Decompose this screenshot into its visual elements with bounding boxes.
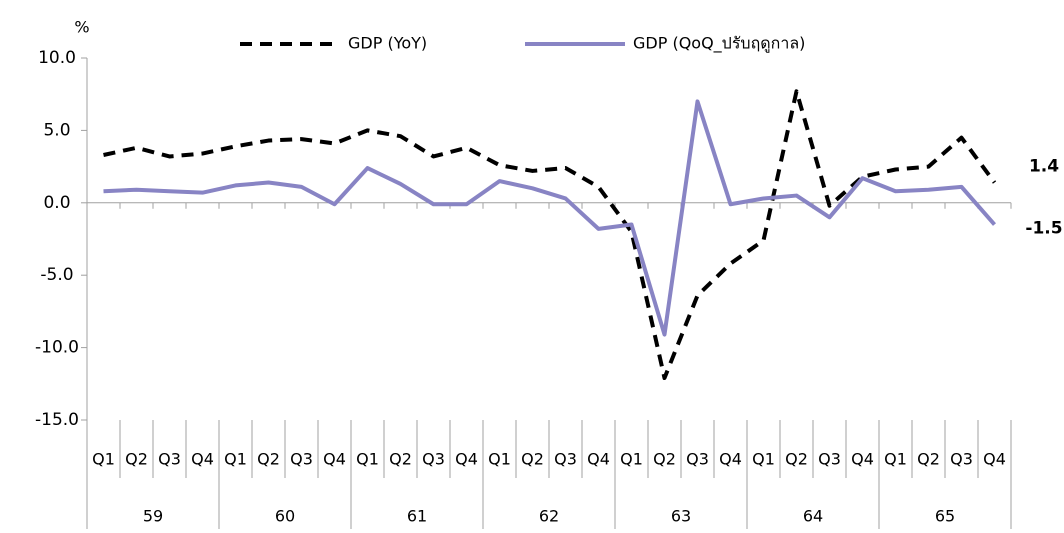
x-tick-label: Q2 <box>125 450 148 469</box>
x-tick-label: Q4 <box>455 450 478 469</box>
x-tick-label: Q1 <box>752 450 775 469</box>
x-tick-label: Q3 <box>686 450 709 469</box>
year-label: 65 <box>935 507 955 526</box>
x-tick-label: Q1 <box>92 450 115 469</box>
x-tick-label: Q3 <box>950 450 973 469</box>
x-tick-label: Q3 <box>158 450 181 469</box>
x-tick-label: Q4 <box>983 450 1006 469</box>
y-tick-label: -10.0 <box>35 338 79 358</box>
legend-label: GDP (YoY) <box>348 34 427 53</box>
year-label: 64 <box>803 507 823 526</box>
year-label: 60 <box>275 507 295 526</box>
x-tick-label: Q1 <box>224 450 247 469</box>
x-tick-label: Q1 <box>488 450 511 469</box>
x-tick-label: Q2 <box>389 450 412 469</box>
y-tick-label: 10.0 <box>38 48 76 68</box>
x-tick-label: Q2 <box>257 450 280 469</box>
x-tick-label: Q4 <box>587 450 610 469</box>
x-tick-label: Q1 <box>356 450 379 469</box>
y-axis-label: % <box>74 18 89 37</box>
x-tick-label: Q4 <box>719 450 742 469</box>
x-tick-label: Q4 <box>323 450 346 469</box>
x-tick-label: Q3 <box>290 450 313 469</box>
y-tick-label: 5.0 <box>43 120 70 140</box>
legend-label: GDP (QoQ_ปรับฤดูกาล) <box>633 34 805 54</box>
end-label: 1.4 <box>1029 157 1059 177</box>
x-tick-label: Q4 <box>191 450 214 469</box>
x-tick-label: Q1 <box>884 450 907 469</box>
year-label: 59 <box>143 507 163 526</box>
year-label: 63 <box>671 507 691 526</box>
x-tick-label: Q2 <box>521 450 544 469</box>
series-line <box>103 89 997 381</box>
x-tick-label: Q3 <box>554 450 577 469</box>
x-tick-label: Q2 <box>653 450 676 469</box>
end-label: -1.5 <box>1025 219 1062 239</box>
y-tick-label: -15.0 <box>35 410 79 430</box>
year-label: 62 <box>539 507 559 526</box>
y-tick-label: -5.0 <box>40 265 73 285</box>
year-label: 61 <box>407 507 427 526</box>
x-tick-label: Q2 <box>917 450 940 469</box>
x-tick-label: Q1 <box>620 450 643 469</box>
x-tick-label: Q3 <box>422 450 445 469</box>
x-tick-label: Q4 <box>851 450 874 469</box>
series-line <box>103 99 997 337</box>
x-tick-label: Q3 <box>818 450 841 469</box>
x-tick-label: Q2 <box>785 450 808 469</box>
y-tick-label: 0.0 <box>43 193 70 213</box>
